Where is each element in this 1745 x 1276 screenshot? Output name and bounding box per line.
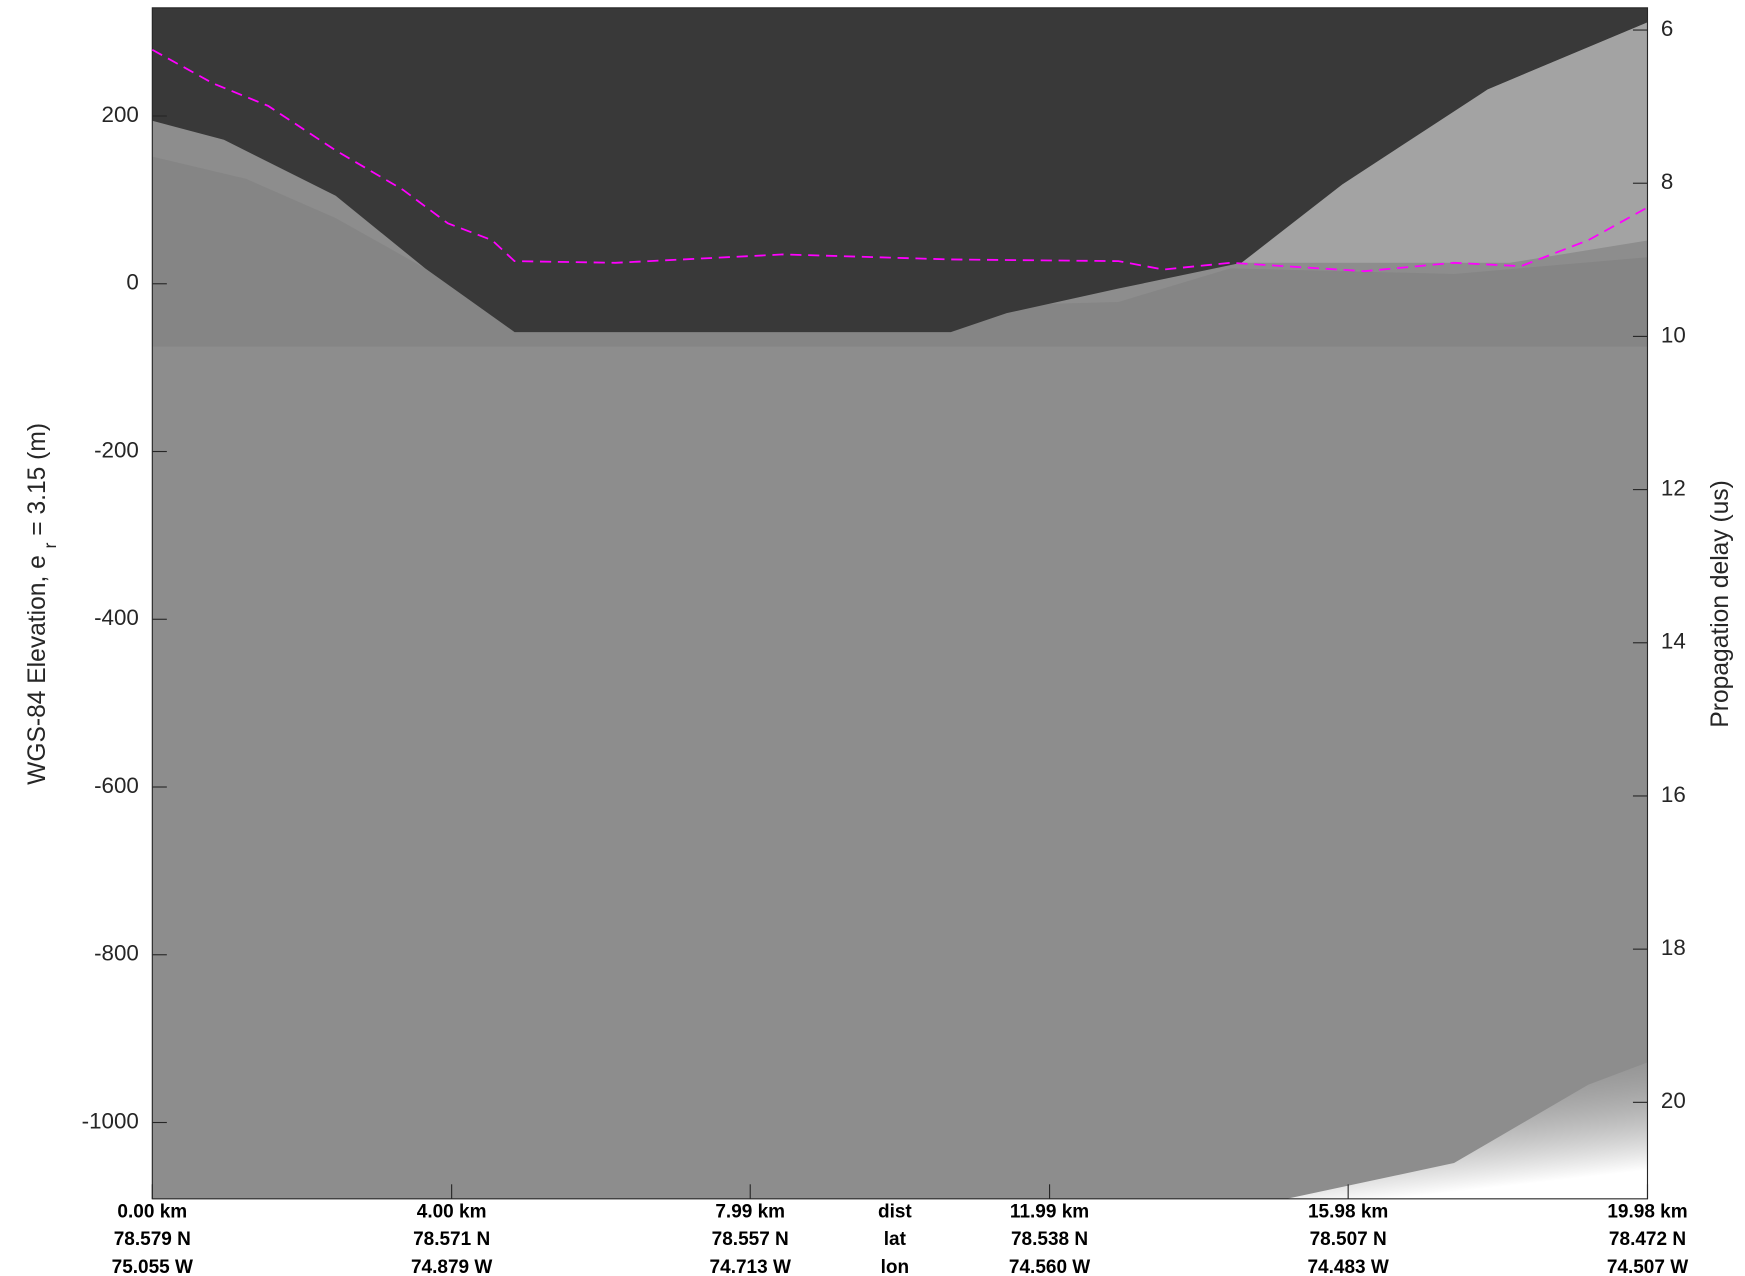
y2-tick-label: 8 xyxy=(1661,169,1673,194)
lat-label: 78.472 N xyxy=(1609,1229,1686,1250)
lon-label: 74.879 W xyxy=(411,1257,492,1276)
row-label: lat xyxy=(884,1229,907,1250)
x-tick-label: 19.98 km xyxy=(1607,1201,1687,1222)
y-label-main: WGS-84 Elevation, e xyxy=(24,555,51,785)
y-axis-label: WGS-84 Elevation, e r = 3.15 (m) xyxy=(24,423,60,785)
y2-axis-label: Propagation delay (us) xyxy=(1707,480,1734,727)
air-region xyxy=(152,7,1648,333)
row-label: lon xyxy=(881,1257,910,1276)
lat-label: 78.538 N xyxy=(1011,1229,1088,1250)
lon-label: 74.507 W xyxy=(1607,1257,1688,1276)
y-tick-label: -400 xyxy=(94,605,139,630)
lat-label: 78.571 N xyxy=(413,1229,490,1250)
y2-tick-label: 10 xyxy=(1661,322,1686,347)
y2-tick-label: 14 xyxy=(1661,629,1686,654)
y-tick-label: 200 xyxy=(102,102,139,127)
multiple-region xyxy=(1241,22,1648,263)
y-label-sub: r xyxy=(40,542,60,548)
y-tick-label: -800 xyxy=(94,941,139,966)
lat-label: 78.557 N xyxy=(712,1229,789,1250)
y2-tick-label: 20 xyxy=(1661,1088,1686,1113)
plot-frame xyxy=(151,7,1649,1200)
y2-tick-label: 6 xyxy=(1661,16,1673,41)
y2-tick-label: 16 xyxy=(1661,782,1686,807)
lat-label: 78.579 N xyxy=(114,1229,191,1250)
lon-label: 74.483 W xyxy=(1307,1257,1388,1276)
y-tick-label: 0 xyxy=(126,270,138,295)
lon-label: 74.560 W xyxy=(1009,1257,1090,1276)
bottom-fade xyxy=(1286,1062,1648,1199)
x-tick-label: 4.00 km xyxy=(417,1201,487,1222)
lon-label: 74.713 W xyxy=(710,1257,791,1276)
x-tick-label: 0.00 km xyxy=(117,1201,187,1222)
y-label-end: = 3.15 (m) xyxy=(24,423,51,543)
lat-label: 78.507 N xyxy=(1310,1229,1387,1250)
y2-tick-label: 18 xyxy=(1661,935,1686,960)
y-tick-label: -1000 xyxy=(82,1108,139,1133)
x-tick-label: 11.99 km xyxy=(1010,1201,1089,1222)
echogram xyxy=(152,7,1648,1199)
y-tick-label: -200 xyxy=(94,437,139,462)
y-tick-label: -600 xyxy=(94,773,139,798)
surface-pick-line xyxy=(151,48,1648,273)
x-tick-label: 7.99 km xyxy=(715,1201,785,1222)
lon-label: 75.055 W xyxy=(112,1257,193,1276)
y2-tick-label: 12 xyxy=(1661,475,1686,500)
near-surface-layer xyxy=(152,156,1648,347)
x-tick-label: 15.98 km xyxy=(1308,1201,1388,1222)
row-label: dist xyxy=(878,1201,912,1222)
